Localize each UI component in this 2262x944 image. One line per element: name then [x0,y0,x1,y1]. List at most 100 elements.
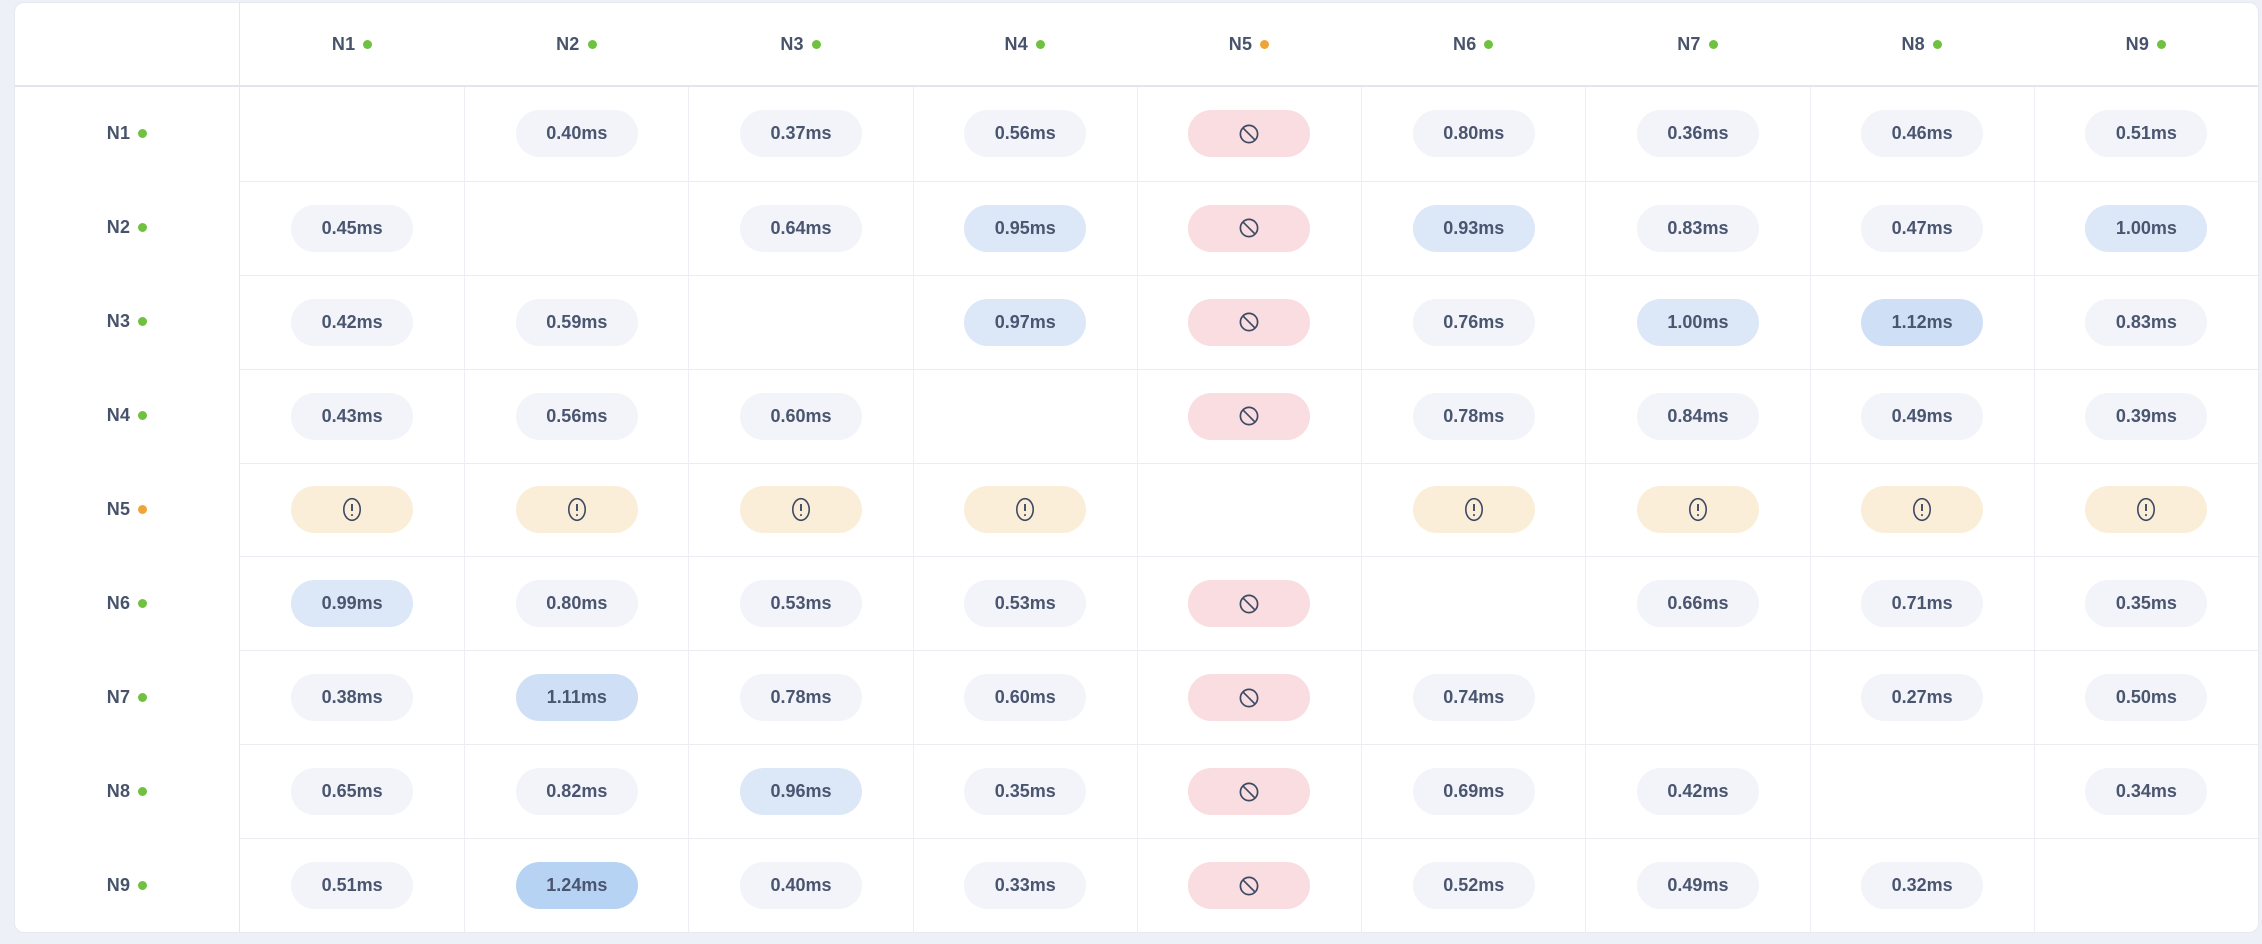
latency-pill[interactable]: 0.69ms [1413,768,1535,815]
row-header-N2: N2 [15,181,240,275]
blocked-pill[interactable] [1188,862,1310,909]
latency-pill[interactable]: 0.43ms [291,393,413,440]
warning-pill[interactable] [1637,486,1759,533]
latency-pill[interactable]: 0.40ms [740,862,862,909]
latency-pill[interactable]: 0.97ms [964,299,1086,346]
latency-pill[interactable]: 0.82ms [516,768,638,815]
latency-cell-N6-N6 [1361,556,1585,650]
latency-cell-N3-N8: 1.12ms [1810,275,2034,369]
latency-pill[interactable]: 0.66ms [1637,580,1759,627]
latency-pill[interactable]: 0.35ms [964,768,1086,815]
latency-pill[interactable]: 0.93ms [1413,205,1535,252]
latency-pill[interactable]: 0.51ms [291,862,413,909]
latency-pill[interactable]: 0.50ms [2085,674,2207,721]
latency-pill[interactable]: 0.42ms [1637,768,1759,815]
latency-pill[interactable]: 0.80ms [516,580,638,627]
latency-pill[interactable]: 0.64ms [740,205,862,252]
latency-pill[interactable]: 0.59ms [516,299,638,346]
latency-pill[interactable]: 0.65ms [291,768,413,815]
latency-cell-N5-N8 [1810,463,2034,557]
latency-pill[interactable]: 0.47ms [1861,205,1983,252]
latency-pill[interactable]: 0.96ms [740,768,862,815]
warning-pill[interactable] [964,486,1086,533]
latency-cell-N4-N2: 0.56ms [464,369,688,463]
latency-pill[interactable]: 0.52ms [1413,862,1535,909]
warning-pill[interactable] [516,486,638,533]
alert-icon [1014,496,1036,523]
latency-cell-N7-N2: 1.11ms [464,650,688,744]
column-header-label: N6 [1453,34,1476,55]
blocked-pill[interactable] [1188,768,1310,815]
latency-pill[interactable]: 0.40ms [516,110,638,157]
latency-pill[interactable]: 1.12ms [1861,299,1983,346]
blocked-pill[interactable] [1188,299,1310,346]
latency-pill[interactable]: 0.56ms [516,393,638,440]
latency-pill[interactable]: 0.36ms [1637,110,1759,157]
warning-pill[interactable] [291,486,413,533]
warning-pill[interactable] [1413,486,1535,533]
latency-cell-N2-N8: 0.47ms [1810,181,2034,275]
latency-pill[interactable]: 0.33ms [964,862,1086,909]
latency-pill[interactable]: 0.34ms [2085,768,2207,815]
blocked-pill[interactable] [1188,393,1310,440]
latency-pill[interactable]: 0.83ms [2085,299,2207,346]
column-header-N8: N8 [1810,3,2034,87]
latency-pill[interactable]: 0.53ms [964,580,1086,627]
latency-pill[interactable]: 0.38ms [291,674,413,721]
latency-pill[interactable]: 0.49ms [1637,862,1759,909]
latency-pill[interactable]: 0.71ms [1861,580,1983,627]
latency-pill[interactable]: 0.39ms [2085,393,2207,440]
latency-pill[interactable]: 1.11ms [516,674,638,721]
latency-pill[interactable]: 0.99ms [291,580,413,627]
latency-pill[interactable]: 0.60ms [740,393,862,440]
row-header-label: N7 [107,687,130,708]
latency-cell-N8-N6: 0.69ms [1361,744,1585,838]
blocked-pill[interactable] [1188,580,1310,627]
latency-cell-N6-N4: 0.53ms [913,556,1137,650]
latency-cell-N2-N3: 0.64ms [688,181,912,275]
warning-pill[interactable] [1861,486,1983,533]
warning-pill[interactable] [2085,486,2207,533]
latency-pill[interactable]: 1.00ms [1637,299,1759,346]
latency-pill[interactable]: 0.53ms [740,580,862,627]
warning-pill[interactable] [740,486,862,533]
latency-pill[interactable]: 0.42ms [291,299,413,346]
latency-pill[interactable]: 0.74ms [1413,674,1535,721]
no-entry-icon [1237,310,1261,334]
latency-pill[interactable]: 0.56ms [964,110,1086,157]
status-dot [1260,40,1269,49]
status-dot [363,40,372,49]
latency-pill[interactable]: 1.24ms [516,862,638,909]
latency-pill[interactable]: 0.80ms [1413,110,1535,157]
latency-cell-N1-N3: 0.37ms [688,87,912,181]
latency-pill[interactable]: 0.78ms [740,674,862,721]
latency-pill[interactable]: 0.27ms [1861,674,1983,721]
latency-cell-N9-N3: 0.40ms [688,838,912,932]
latency-cell-N3-N9: 0.83ms [2034,275,2258,369]
blocked-pill[interactable] [1188,110,1310,157]
latency-cell-N5-N5 [1137,463,1361,557]
latency-pill[interactable]: 0.95ms [964,205,1086,252]
latency-pill[interactable]: 0.60ms [964,674,1086,721]
latency-pill[interactable]: 0.35ms [2085,580,2207,627]
latency-pill[interactable]: 0.83ms [1637,205,1759,252]
latency-cell-N6-N5 [1137,556,1361,650]
row-header-N5: N5 [15,463,240,557]
row-header-label: N6 [107,593,130,614]
latency-pill[interactable]: 0.78ms [1413,393,1535,440]
latency-pill[interactable]: 0.49ms [1861,393,1983,440]
latency-pill[interactable]: 0.37ms [740,110,862,157]
latency-cell-N7-N9: 0.50ms [2034,650,2258,744]
latency-pill[interactable]: 1.00ms [2085,205,2207,252]
latency-pill[interactable]: 0.76ms [1413,299,1535,346]
latency-pill[interactable]: 0.51ms [2085,110,2207,157]
latency-pill[interactable]: 0.32ms [1861,862,1983,909]
latency-pill[interactable]: 0.84ms [1637,393,1759,440]
latency-cell-N1-N4: 0.56ms [913,87,1137,181]
latency-cell-N7-N3: 0.78ms [688,650,912,744]
blocked-pill[interactable] [1188,205,1310,252]
blocked-pill[interactable] [1188,674,1310,721]
latency-pill[interactable]: 0.46ms [1861,110,1983,157]
latency-pill[interactable]: 0.45ms [291,205,413,252]
row-header-label: N3 [107,311,130,332]
